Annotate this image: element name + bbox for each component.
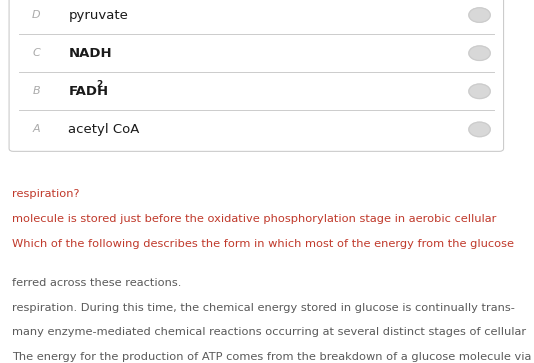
Text: molecule is stored just before the oxidative phosphorylation stage in aerobic ce: molecule is stored just before the oxida… — [12, 214, 496, 224]
Text: NADH: NADH — [68, 47, 112, 60]
Circle shape — [469, 8, 490, 22]
Text: ferred across these reactions.: ferred across these reactions. — [12, 278, 181, 288]
Text: A: A — [33, 125, 40, 134]
Text: pyruvate: pyruvate — [68, 9, 128, 21]
Text: The energy for the production of ATP comes from the breakdown of a glucose molec: The energy for the production of ATP com… — [12, 352, 531, 362]
Text: 2: 2 — [96, 80, 103, 89]
Text: B: B — [33, 86, 40, 96]
FancyBboxPatch shape — [9, 0, 504, 151]
Text: D: D — [32, 10, 41, 20]
Text: Which of the following describes the form in which most of the energy from the g: Which of the following describes the for… — [12, 239, 514, 249]
Circle shape — [469, 46, 490, 60]
Text: respiration?: respiration? — [12, 189, 79, 200]
Text: C: C — [33, 48, 40, 58]
Circle shape — [469, 122, 490, 136]
Text: respiration. During this time, the chemical energy stored in glucose is continua: respiration. During this time, the chemi… — [12, 303, 515, 313]
Text: many enzyme-mediated chemical reactions occurring at several distinct stages of : many enzyme-mediated chemical reactions … — [12, 327, 526, 338]
Text: FADH: FADH — [68, 85, 108, 98]
Circle shape — [469, 84, 490, 98]
Text: acetyl CoA: acetyl CoA — [68, 123, 140, 136]
